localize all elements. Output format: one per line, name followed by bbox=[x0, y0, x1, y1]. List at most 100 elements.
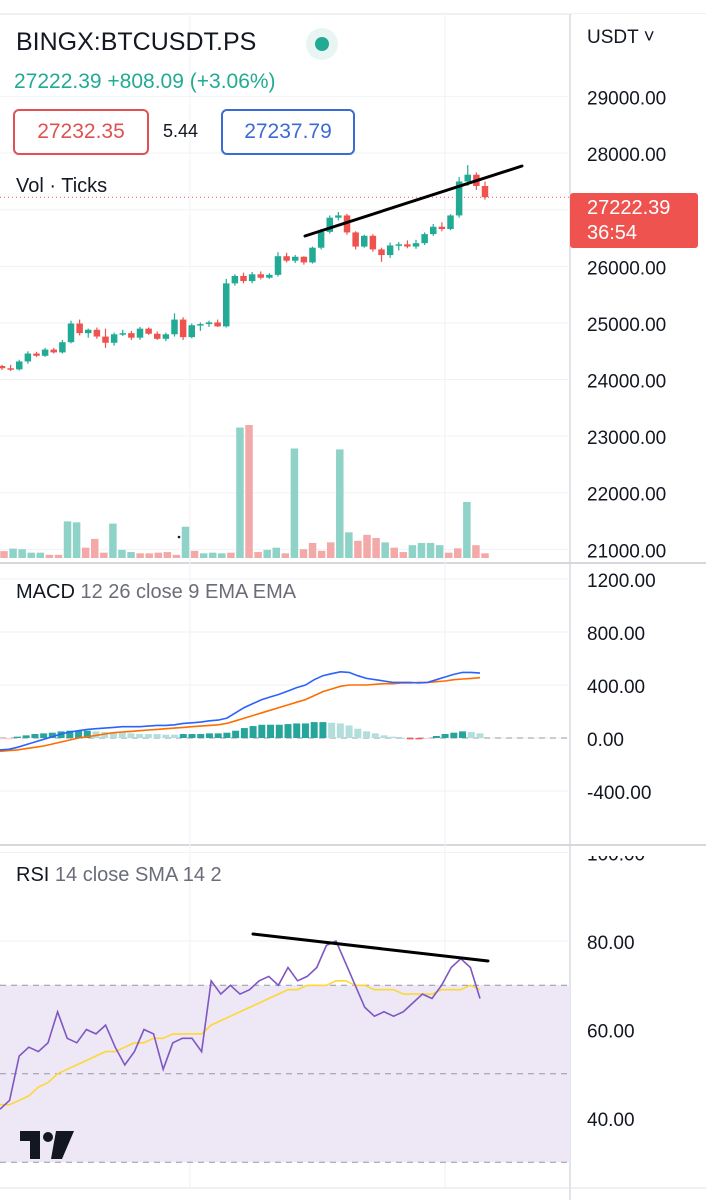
candle bbox=[404, 244, 411, 247]
macd-histogram-bar bbox=[66, 730, 74, 738]
macd-name: MACD bbox=[16, 581, 75, 603]
candle bbox=[240, 275, 247, 282]
axis-mask bbox=[572, 846, 706, 856]
candle bbox=[317, 231, 325, 248]
candle bbox=[481, 186, 489, 198]
macd-histogram-bar bbox=[363, 731, 371, 738]
macd-legend[interactable]: MACD 12 26 close 9 EMA EMA bbox=[16, 581, 296, 604]
rsi-legend[interactable]: RSI 14 close SMA 14 2 bbox=[16, 864, 222, 887]
candle bbox=[136, 328, 144, 338]
volume-bar bbox=[326, 542, 335, 558]
macd-histogram-bar bbox=[197, 734, 205, 738]
macd-histogram-bar bbox=[424, 738, 432, 739]
macd-histogram-bar bbox=[188, 734, 196, 738]
macd-histogram-bar bbox=[232, 730, 240, 738]
candle bbox=[438, 226, 446, 230]
volume-bar bbox=[172, 554, 181, 558]
volume-bar bbox=[426, 542, 435, 558]
volume-bar bbox=[190, 550, 199, 558]
volume-bar bbox=[91, 538, 99, 558]
candle bbox=[283, 256, 290, 261]
candle bbox=[257, 274, 264, 278]
volume-bar bbox=[363, 534, 371, 558]
symbol-title[interactable]: BINGX:BTCUSDT.PS bbox=[16, 28, 257, 56]
candle bbox=[171, 319, 178, 335]
macd-histogram-bar bbox=[450, 732, 458, 738]
rsi-params: 14 close SMA 14 2 bbox=[54, 864, 222, 886]
bar-countdown: 36:54 bbox=[587, 222, 638, 244]
candle bbox=[119, 333, 126, 335]
volume-bar bbox=[481, 553, 489, 558]
volume-bar bbox=[345, 532, 353, 558]
volume-bar bbox=[372, 537, 380, 558]
volume-bar bbox=[81, 547, 90, 558]
volume-bar bbox=[199, 553, 208, 558]
candle bbox=[85, 329, 92, 334]
macd-histogram-bar bbox=[75, 730, 83, 738]
macd-histogram-bar bbox=[83, 730, 91, 738]
volume-bars bbox=[0, 425, 489, 558]
volume-bar bbox=[317, 550, 326, 558]
candle bbox=[162, 334, 170, 339]
volume-bar bbox=[254, 552, 262, 558]
macd-histogram-bar bbox=[406, 738, 414, 740]
price-tick-label: 26000.00 bbox=[587, 258, 666, 279]
macd-histogram-bar bbox=[275, 724, 283, 738]
tradingview-logo-icon[interactable] bbox=[20, 1131, 74, 1159]
volume-bar bbox=[417, 542, 426, 558]
candle bbox=[145, 328, 152, 334]
sell-price-button[interactable]: 27232.35 bbox=[13, 109, 149, 155]
price-axis[interactable]: 29000.0028000.0027000.0026000.0025000.00… bbox=[572, 14, 706, 1131]
last-price-tag: 27222.39 36:54 bbox=[570, 193, 698, 248]
macd-histogram-bar bbox=[153, 734, 161, 738]
candle bbox=[50, 349, 57, 353]
rsi-tick-label: 40.00 bbox=[587, 1110, 635, 1131]
macd-params: 12 26 close 9 EMA EMA bbox=[80, 581, 297, 603]
candle bbox=[59, 342, 66, 353]
currency-label: USDT bbox=[587, 27, 639, 48]
price-tick-label: 22000.00 bbox=[587, 485, 666, 506]
candle bbox=[274, 256, 282, 275]
volume-bar bbox=[454, 548, 462, 558]
currency-selector[interactable]: USDT ˅ bbox=[587, 27, 655, 49]
candle bbox=[41, 349, 49, 356]
volume-bar bbox=[27, 552, 35, 558]
macd-histogram-bar bbox=[371, 733, 379, 738]
candle bbox=[24, 353, 32, 362]
volume-legend[interactable]: Vol · Ticks bbox=[16, 175, 108, 197]
buy-price-button[interactable]: 27237.79 bbox=[221, 109, 355, 155]
volume-bar bbox=[381, 542, 389, 558]
volume-bar bbox=[36, 552, 45, 558]
macd-histogram-bar bbox=[354, 728, 362, 738]
rsi-line bbox=[0, 939, 481, 1110]
macd-histogram-bar bbox=[293, 723, 301, 738]
candle bbox=[361, 235, 368, 247]
macd-tick-label: 400.00 bbox=[587, 677, 645, 698]
volume-bar bbox=[136, 553, 144, 558]
macd-histogram-bar bbox=[144, 734, 152, 738]
candle bbox=[300, 256, 308, 263]
candle bbox=[292, 256, 299, 261]
candle bbox=[110, 334, 118, 343]
volume-bar bbox=[154, 552, 163, 558]
volume-bar bbox=[63, 521, 72, 558]
volume-bar bbox=[444, 552, 453, 558]
candle bbox=[0, 365, 6, 369]
candle bbox=[464, 174, 471, 182]
macd-tick-label: 1200.00 bbox=[587, 571, 656, 592]
price-tick-label: 23000.00 bbox=[587, 428, 666, 449]
macd-histogram-bar bbox=[267, 724, 275, 738]
volume-bar bbox=[109, 523, 117, 558]
volume-bar bbox=[45, 554, 54, 558]
macd-histogram-bar bbox=[389, 736, 397, 738]
candle bbox=[16, 361, 23, 370]
volume-bar bbox=[72, 522, 81, 558]
rsi-tick-label: 80.00 bbox=[587, 933, 635, 954]
rsi-plot bbox=[0, 939, 481, 1110]
price-tick-label: 29000.00 bbox=[587, 89, 666, 110]
rsi-tick-label: 60.00 bbox=[587, 1022, 635, 1043]
macd-histogram-bar bbox=[432, 736, 440, 738]
volume-bar bbox=[218, 553, 226, 558]
price-change: 27222.39 +808.09 (+3.06%) bbox=[14, 70, 276, 93]
